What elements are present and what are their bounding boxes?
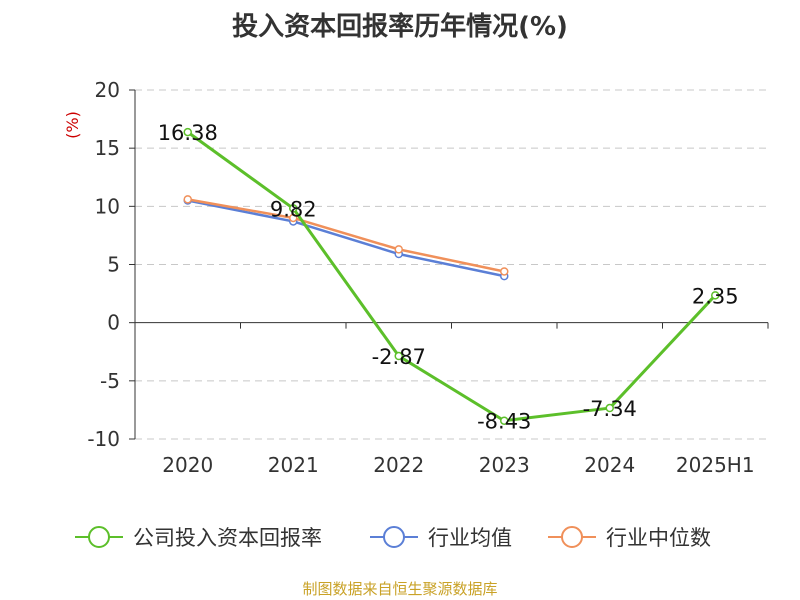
data-label: 9.82: [270, 197, 317, 221]
data-label: 2.35: [692, 284, 739, 308]
x-tick-label: 2022: [373, 453, 424, 477]
x-tick-label: 2021: [268, 453, 319, 477]
legend-marker: [383, 526, 405, 548]
source-note: 制图数据来自恒生聚源数据库: [302, 580, 498, 598]
data-point: [183, 127, 192, 137]
data-point: [394, 351, 403, 361]
data-point: [605, 403, 614, 413]
data-label: -7.34: [583, 397, 637, 421]
data-point: [289, 204, 298, 213]
legend-label: 公司投入资本回报率: [133, 526, 322, 550]
data-point: [183, 195, 192, 204]
data-point: [394, 245, 403, 254]
y-tick-label: 10: [95, 194, 120, 218]
y-tick-label: 15: [95, 136, 120, 160]
y-tick-label: 0: [107, 311, 120, 335]
data-label: -8.43: [477, 410, 531, 434]
series-line: [187, 198, 505, 273]
data-point: [500, 416, 509, 425]
y-tick-label: 5: [107, 253, 120, 277]
data-label: -2.87: [372, 345, 426, 369]
data-point: [711, 291, 720, 300]
y-tick-label: -10: [87, 427, 120, 451]
x-tick-label: 2024: [584, 453, 635, 477]
legend-marker: [88, 526, 110, 548]
data-point: [500, 267, 509, 276]
x-tick-label: 2025H1: [676, 453, 755, 477]
legend-label: 行业中位数: [606, 526, 711, 550]
series-line: [187, 199, 505, 278]
chart-title: 投入资本回报率历年情况(%): [232, 12, 568, 42]
y-tick-label: -5: [100, 369, 120, 393]
y-axis-label: (%): [63, 111, 82, 139]
x-tick-label: 2023: [479, 453, 530, 477]
data-label: 16.38: [158, 121, 218, 145]
y-tick-label: 20: [95, 78, 120, 102]
legend-marker: [561, 526, 583, 548]
legend-label: 行业均值: [428, 526, 512, 550]
data-point: [289, 213, 298, 223]
series-line: [186, 130, 717, 423]
x-tick-label: 2020: [162, 453, 213, 477]
